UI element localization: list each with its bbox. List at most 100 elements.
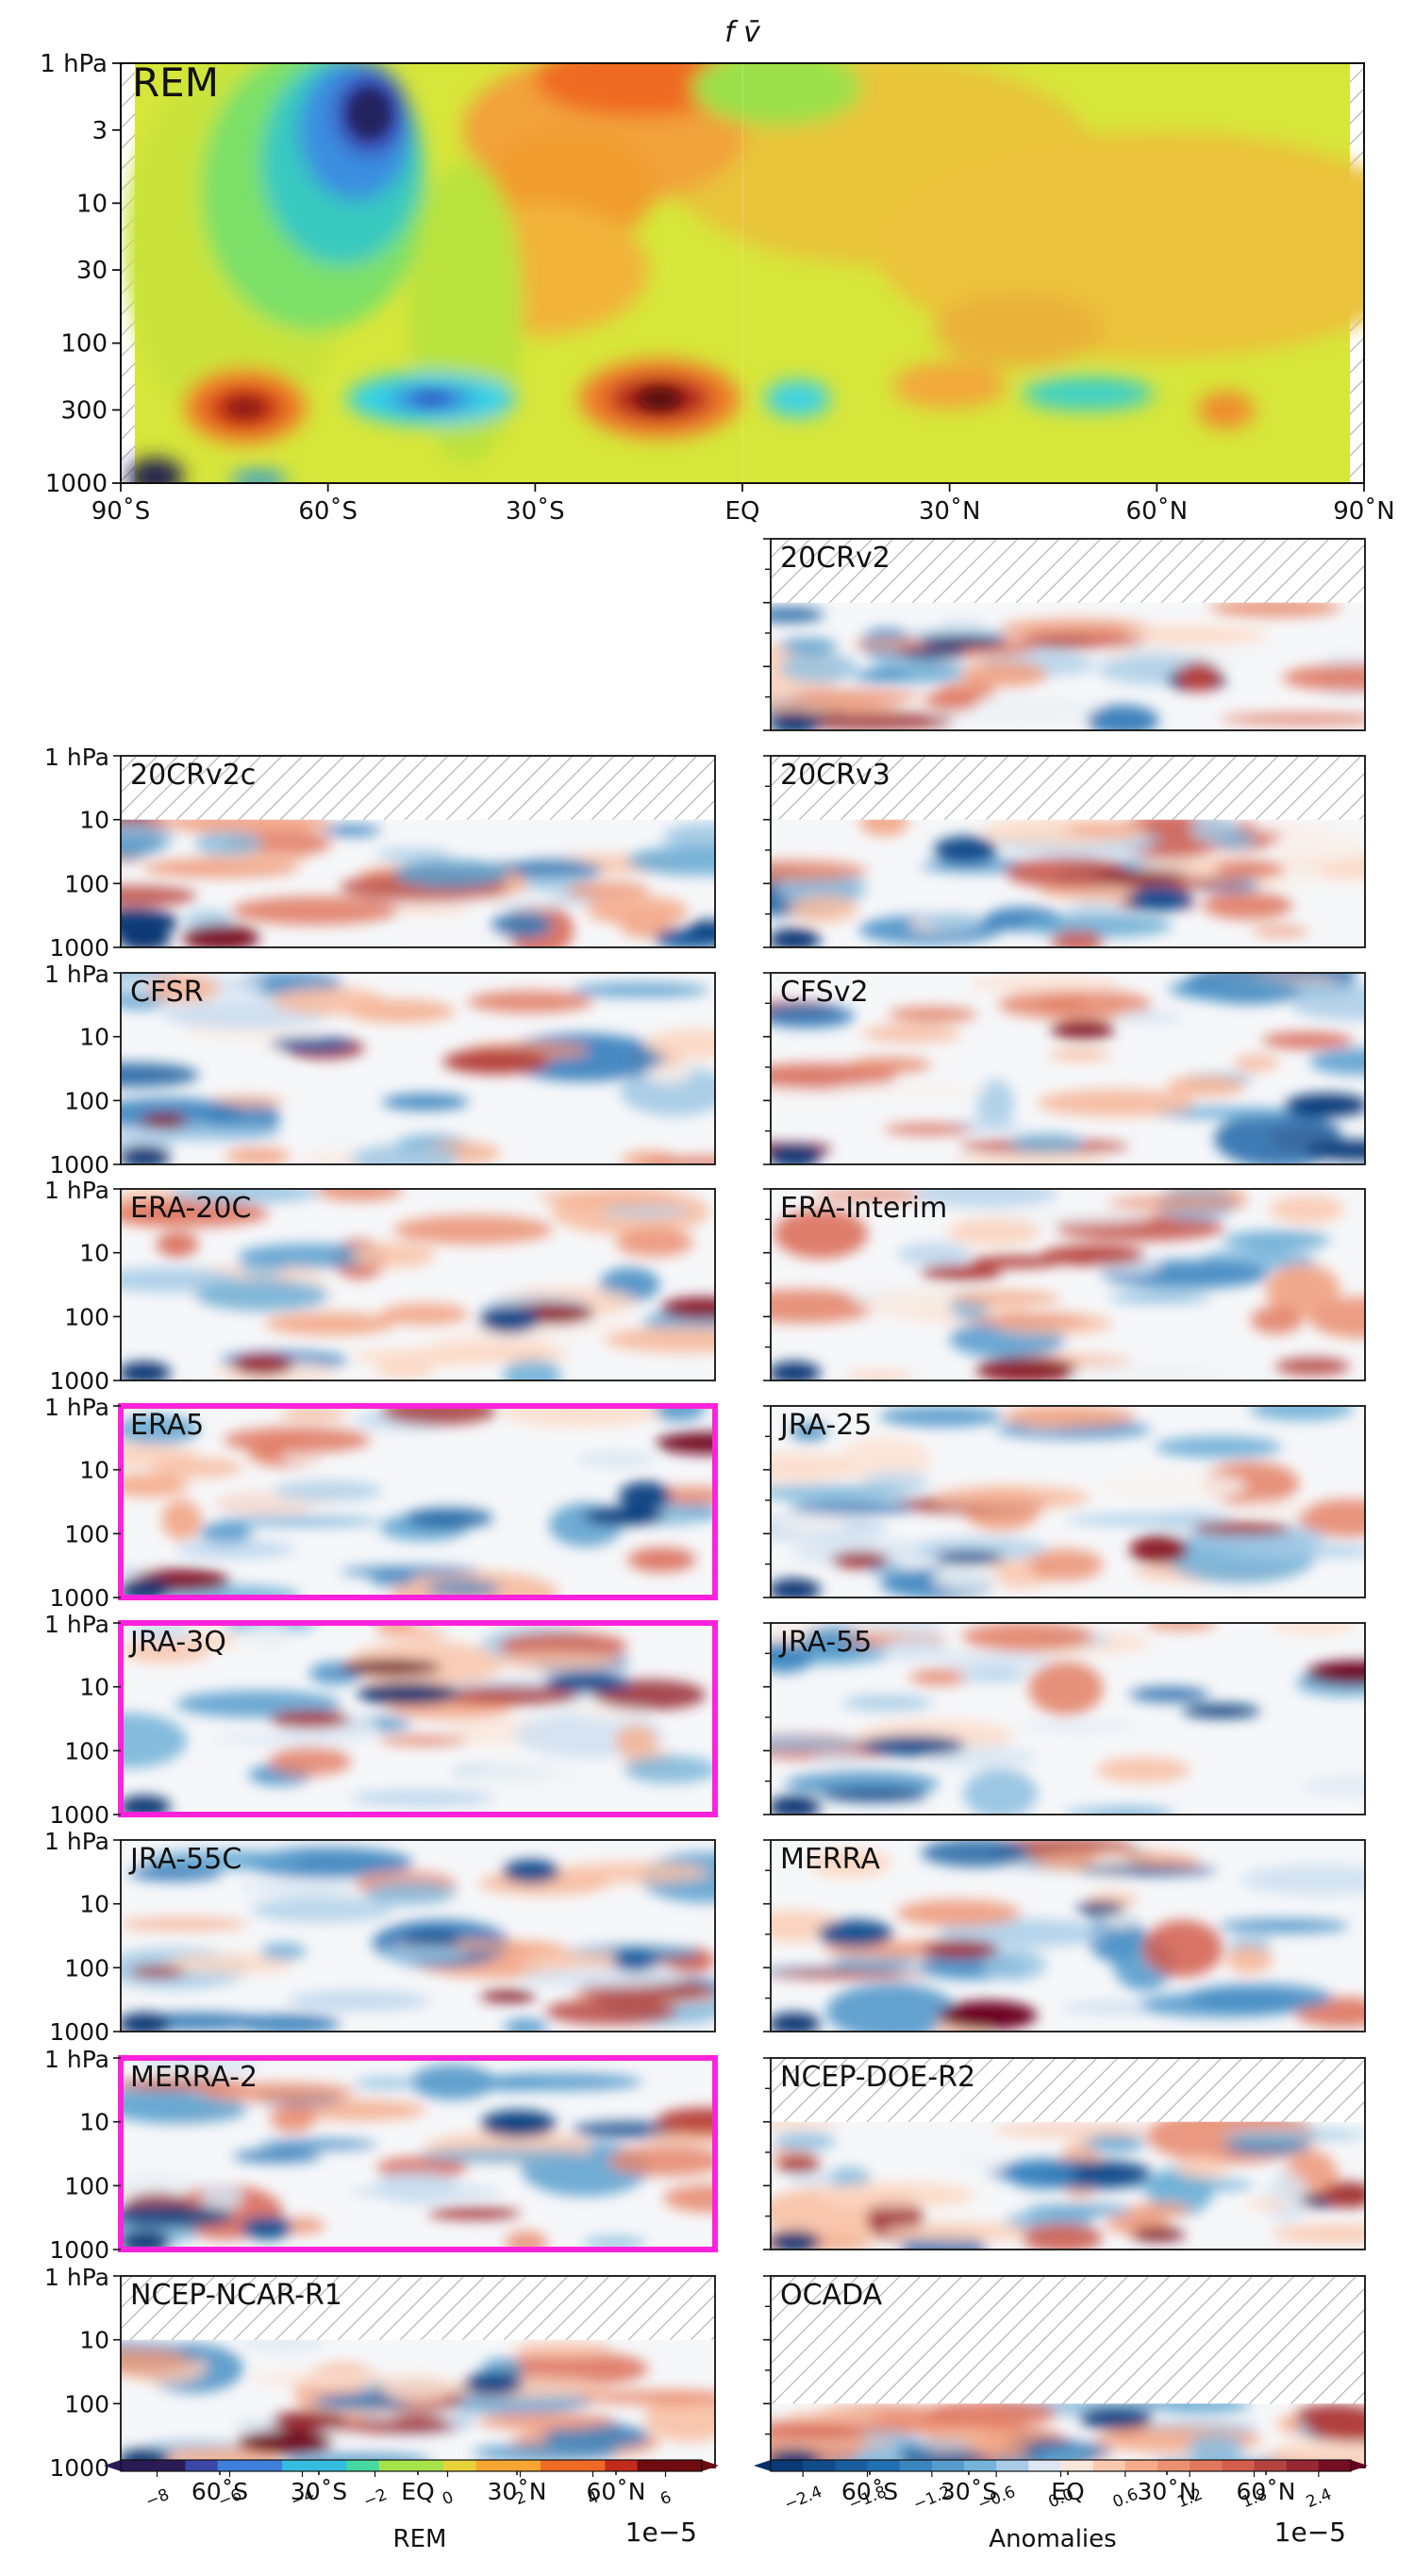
- anomaly-blob: [286, 1990, 431, 2012]
- anomaly-blob: [1245, 2199, 1290, 2211]
- anomaly-core: [919, 635, 1007, 648]
- anomaly-blob: [825, 1983, 957, 2032]
- anomaly-surface: [121, 928, 171, 947]
- rem-field-cores: [227, 89, 681, 418]
- panel-frame: [120, 1188, 716, 1381]
- colorbar-tick-label: 0: [440, 2488, 457, 2510]
- anomaly-core: [1307, 2415, 1365, 2443]
- colorbar-segment: [475, 2460, 509, 2471]
- anomaly-surface: [771, 711, 821, 730]
- anomaly-core: [340, 1659, 441, 1676]
- panel-field: [121, 2058, 715, 2250]
- panel-y-tick-label: 1000: [49, 2454, 109, 2482]
- anomaly-core: [1129, 1534, 1189, 1564]
- panel-x-tick-label: 30˚N: [1137, 2478, 1196, 2505]
- anomaly-blob: [497, 1650, 622, 1670]
- colorbar-segment: [249, 2460, 283, 2471]
- anomaly-surface: [771, 1146, 821, 1164]
- anomaly-blob: [935, 1652, 1055, 1667]
- anomaly-blob: [1142, 1919, 1224, 1978]
- panel-y-tick-label: 1 hPa: [44, 744, 109, 771]
- panel-y-tick-label: 100: [64, 1520, 109, 1547]
- panel-label: JRA-3Q: [128, 1626, 226, 1659]
- anomaly-blob: [926, 912, 981, 931]
- anomaly-blob: [381, 2374, 455, 2403]
- anomaly-blob: [194, 1279, 329, 1312]
- anomaly-surface: [121, 2013, 171, 2032]
- anomaly-blob: [1051, 929, 1104, 947]
- anomaly-blob: [1298, 1498, 1365, 1537]
- anomaly-blob: [554, 1862, 709, 1883]
- panel-field: [121, 1623, 715, 1815]
- anomaly-blob: [949, 1290, 1061, 1306]
- anomaly-blob: [1086, 704, 1159, 730]
- rem-x-tick-label: 30˚S: [506, 497, 565, 526]
- anomaly-surface: [121, 1362, 171, 1380]
- panel-x-tick-label: 30˚S: [291, 2478, 347, 2505]
- anomaly-blob: [789, 1422, 829, 1442]
- anomaly-blob: [398, 1628, 446, 1638]
- anomaly-blob: [788, 1501, 915, 1514]
- colorbar-segment: [443, 2460, 477, 2471]
- anomaly-blob: [393, 859, 509, 889]
- panel-label: 20CRv2: [780, 542, 891, 575]
- anomaly-blob: [1048, 1048, 1111, 1061]
- anomaly-blob: [968, 973, 1123, 994]
- anomaly-surface: [771, 928, 821, 947]
- panel-label: JRA-55: [778, 1626, 872, 1659]
- colorbar-segment: [1190, 2460, 1223, 2471]
- panel-20crv3: 20CRv3: [763, 755, 1366, 948]
- anomaly-surface: [121, 1579, 171, 1597]
- anomaly-core: [427, 2207, 522, 2219]
- anomaly-blob: [1249, 1406, 1355, 1421]
- anomaly-blob: [1225, 1946, 1274, 1974]
- panel-y-tick-label: 100: [64, 870, 109, 897]
- colorbar-tick-label: −8: [143, 2485, 173, 2512]
- anomaly-blob: [121, 2349, 191, 2375]
- anomaly-core: [895, 647, 967, 661]
- panel-label: MERRA: [780, 1843, 880, 1876]
- colorbar-segment: [771, 2460, 804, 2471]
- anomaly-blob: [992, 2123, 1151, 2136]
- anomaly-blob: [1214, 830, 1257, 848]
- colorbar-segment: [1318, 2460, 1352, 2471]
- panel-field-blur: [771, 1189, 1365, 1380]
- anomaly-blob: [1233, 1054, 1280, 1072]
- rem-y-tick-label: 1000: [45, 470, 108, 498]
- anomaly-blob: [1003, 1406, 1136, 1428]
- anomaly-core: [463, 2372, 523, 2396]
- anomaly-blob: [1174, 2156, 1228, 2180]
- rem-y-tick-label: 300: [60, 396, 108, 425]
- panel-y-tick-label: 1 hPa: [44, 961, 109, 988]
- anomaly-core: [1092, 871, 1188, 883]
- panel-y-tick-label: 1000: [49, 2236, 109, 2264]
- anomaly-blob: [826, 2167, 871, 2188]
- panel-y-tick-label: 10: [79, 1240, 109, 1267]
- anomaly-blob: [838, 1437, 932, 1483]
- anomaly-blob: [1028, 1548, 1104, 1581]
- anomaly-blob: [914, 1189, 1058, 1208]
- anomaly-blob: [953, 2149, 1008, 2173]
- anomaly-blob: [647, 2130, 715, 2144]
- panel-x-tick-label: 30˚S: [941, 2478, 997, 2505]
- anomaly-blob: [1107, 1293, 1211, 1303]
- anomaly-core: [1050, 1020, 1116, 1040]
- panel-field: [121, 2276, 715, 2467]
- anomaly-blob: [1117, 1010, 1183, 1025]
- anomaly-blob: [830, 1082, 989, 1099]
- anomaly-blob: [1251, 926, 1309, 937]
- anomaly-blob: [938, 682, 996, 702]
- anomaly-blob: [1064, 1807, 1176, 1815]
- anomaly-blob: [1271, 830, 1365, 863]
- anomaly-blob: [771, 1451, 856, 1483]
- anomaly-blob: [380, 1302, 469, 1326]
- anomaly-core: [656, 1431, 715, 1455]
- anomaly-blob: [219, 1516, 380, 1527]
- anomaly-blob: [349, 1789, 495, 1807]
- anomaly-blob: [564, 881, 650, 899]
- anomaly-surface: [771, 1362, 821, 1380]
- anomaly-blob: [614, 1725, 658, 1757]
- anomaly-blob: [1005, 857, 1130, 889]
- anomaly-blob: [375, 848, 452, 861]
- rem-x-tick-label: 90˚S: [92, 497, 151, 526]
